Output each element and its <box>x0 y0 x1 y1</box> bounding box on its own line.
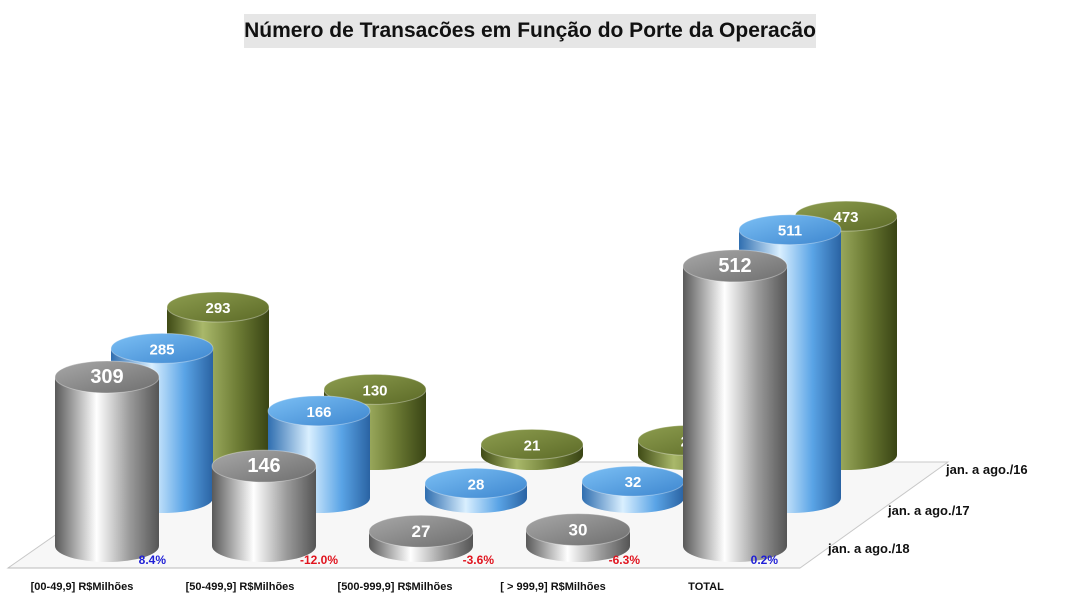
bar-18-4: 512 <box>682 249 788 562</box>
variation-label: -12.0% <box>300 553 338 567</box>
value-label: 293 <box>205 300 230 317</box>
bar-18-2: 27 <box>368 514 474 562</box>
value-label: 146 <box>247 455 280 477</box>
category-label: [00-49,9] R$Milhões <box>31 581 134 593</box>
value-label: 130 <box>362 382 387 399</box>
value-label: 512 <box>718 255 751 277</box>
bar-17-3: 32 <box>581 465 685 513</box>
value-label: 166 <box>306 404 331 421</box>
variation-label: -3.6% <box>463 553 495 567</box>
category-label: [500-999,9] R$Milhões <box>338 581 453 593</box>
value-label: 473 <box>833 209 858 226</box>
series-label-17: jan. a ago./17 <box>887 503 970 518</box>
value-label: 309 <box>90 366 123 388</box>
variation-label: 0.2% <box>751 553 779 567</box>
value-label: 30 <box>569 521 588 540</box>
chart-title: Número de Transacões em Função do Porte … <box>244 14 816 48</box>
bar-17-2: 28 <box>424 467 528 513</box>
value-label: 27 <box>412 522 431 541</box>
variation-label: 8.4% <box>139 553 167 567</box>
bar-18-0: 309 <box>54 360 160 562</box>
value-label: 28 <box>468 476 485 493</box>
value-label: 21 <box>524 437 541 454</box>
category-label: [50-499,9] R$Milhões <box>186 581 295 593</box>
bar-18-1: 146 <box>211 449 317 562</box>
bar-17-1: 166 <box>267 395 371 513</box>
variation-label: -6.3% <box>609 553 641 567</box>
value-label: 511 <box>778 223 802 240</box>
bar-16-2: 21 <box>480 428 584 470</box>
value-label: 285 <box>149 341 174 358</box>
value-label: 32 <box>625 474 642 491</box>
series-label-16: jan. a ago./16 <box>945 462 1028 477</box>
category-label: TOTAL <box>688 581 724 593</box>
category-label: [ > 999,9] R$Milhões <box>500 581 605 593</box>
bar-18-3: 30 <box>525 513 631 562</box>
series-label-18: jan. a ago./18 <box>827 541 910 556</box>
